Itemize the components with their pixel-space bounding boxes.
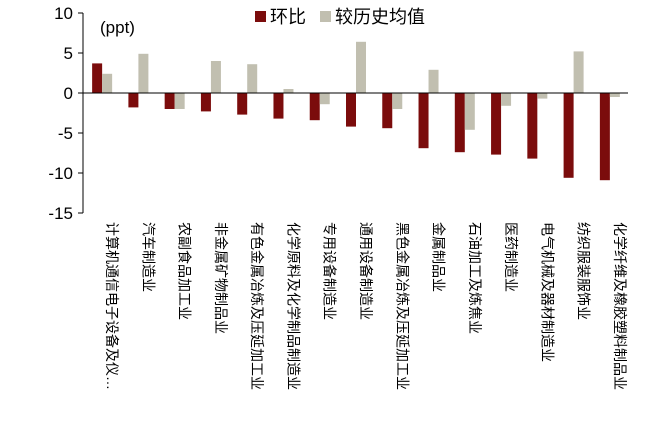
bar-mom <box>563 93 574 178</box>
legend: 环比 较历史均值 <box>255 7 425 27</box>
bar-mom <box>128 93 139 108</box>
bar-vs-hist-avg <box>247 64 258 93</box>
bar-vs-hist-avg <box>174 93 185 109</box>
bar-vs-hist-avg <box>428 69 439 93</box>
legend-swatch <box>255 11 266 22</box>
bar-mom <box>418 93 429 149</box>
bar-mom <box>527 93 538 159</box>
bar-mom <box>454 93 465 153</box>
x-category-label: 非金属矿物制品业 <box>213 222 229 334</box>
x-category-label: 汽车制造业 <box>140 222 156 292</box>
bar-mom <box>599 93 610 181</box>
x-category-label: 化学原料及化学制品制造业 <box>285 222 301 390</box>
y-tick-label: 0 <box>64 84 73 103</box>
bar-vs-hist-avg <box>392 93 403 109</box>
bar-mom <box>200 93 211 112</box>
x-category-label: 金属制品业 <box>431 222 447 292</box>
bar-vs-hist-avg <box>573 51 584 93</box>
x-category-label: 农副食品加工业 <box>177 222 193 320</box>
x-category-label: 纺织服装服饰业 <box>576 222 592 320</box>
bar-vs-hist-avg <box>102 73 113 93</box>
bar-mom <box>346 93 356 127</box>
bar-mom <box>164 93 175 109</box>
x-category-label: 专用设备制造业 <box>322 222 338 320</box>
x-category-label: 通用设备制造业 <box>358 222 374 320</box>
bar-vs-hist-avg <box>356 41 366 93</box>
bar-vs-hist-avg <box>537 93 548 99</box>
y-tick-label: 10 <box>54 4 73 23</box>
bar-vs-hist-avg <box>319 93 330 105</box>
y-axis: 10 5 0 -5 -10 -15 <box>48 4 84 223</box>
bar-mom <box>92 63 103 93</box>
bar-mom <box>382 93 393 129</box>
x-category-label: 化学纤维及橡胶塑料制品业 <box>612 222 628 390</box>
x-category-label: 医药制造业 <box>503 222 519 292</box>
y-tick-label: -15 <box>48 204 73 223</box>
y-tick-label: -10 <box>48 164 73 183</box>
unit-label: (ppt) <box>100 18 135 37</box>
legend-label: 较历史均值 <box>335 7 425 27</box>
bars <box>92 41 620 181</box>
x-category-label: 计算机通信电子设备及仪… <box>104 222 120 390</box>
legend-swatch <box>320 11 331 22</box>
bar-mom <box>273 93 284 119</box>
bar-mom <box>491 93 502 155</box>
bar-mom <box>309 93 320 121</box>
y-tick-label: 5 <box>64 44 73 63</box>
bar-vs-hist-avg <box>501 93 512 106</box>
bar-mom <box>237 93 248 115</box>
bar-vs-hist-avg <box>210 61 221 93</box>
y-tick-label: -5 <box>58 124 73 143</box>
x-category-label: 石油加工及炼焦业 <box>467 222 483 334</box>
x-category-label: 黑色金属冶炼及压延加工业 <box>394 222 410 390</box>
x-category-label: 有色金属冶炼及压延加工业 <box>249 222 265 390</box>
x-axis-labels: 计算机通信电子设备及仪… 汽车制造业 农副食品加工业 非金属矿物制品业 有色金属冶炼及压… <box>104 222 628 390</box>
bar-vs-hist-avg <box>609 93 620 97</box>
bar-vs-hist-avg <box>283 89 294 93</box>
x-category-label: 电气机械及器材制造业 <box>539 222 555 362</box>
legend-label: 环比 <box>270 7 306 27</box>
bar-vs-hist-avg <box>138 53 149 93</box>
bar-vs-hist-avg <box>464 93 475 130</box>
